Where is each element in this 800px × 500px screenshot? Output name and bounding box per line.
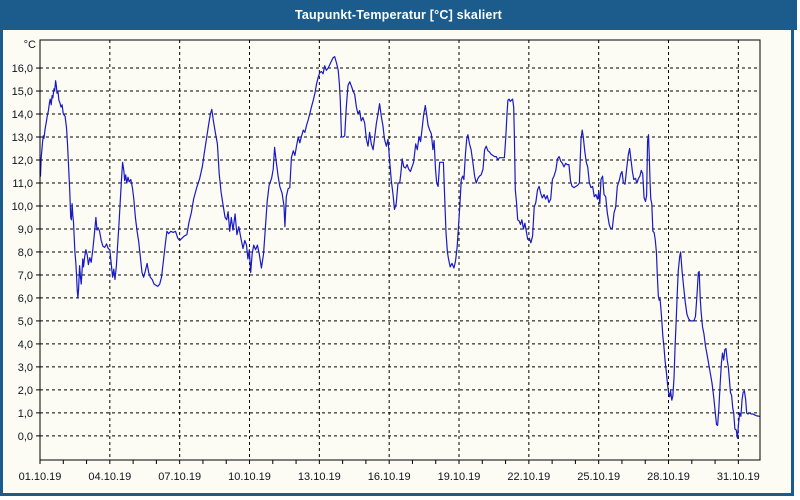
y-tick-label: 16,0 — [12, 63, 33, 75]
y-tick-label: 1,0 — [18, 408, 33, 420]
y-tick-label: 0,0 — [18, 431, 33, 443]
x-tick-label: 07.10.19 — [158, 471, 201, 483]
y-tick-label: 11,0 — [12, 178, 33, 190]
x-tick-label: 01.10.19 — [19, 471, 62, 483]
y-tick-label: 2,0 — [18, 385, 33, 397]
x-tick-label: 31.10.19 — [717, 471, 760, 483]
y-tick-label: 9,0 — [18, 224, 33, 236]
y-tick-label: 10,0 — [12, 201, 33, 213]
x-tick-label: 28.10.19 — [647, 471, 690, 483]
y-tick-label: 3,0 — [18, 362, 33, 374]
y-tick-label: 12,0 — [12, 155, 33, 167]
y-tick-label: 15,0 — [12, 86, 33, 98]
x-tick-label: 13.10.19 — [298, 471, 341, 483]
y-tick-label: 7,0 — [18, 270, 33, 282]
x-tick-label: 04.10.19 — [88, 471, 131, 483]
y-tick-label: 5,0 — [18, 316, 33, 328]
x-tick-label: 19.10.19 — [438, 471, 481, 483]
plot-border — [39, 39, 761, 461]
x-tick-label: 25.10.19 — [577, 471, 620, 483]
y-tick-label: 6,0 — [18, 293, 33, 305]
y-tick-label: 4,0 — [18, 339, 33, 351]
x-tick-label: 16.10.19 — [368, 471, 411, 483]
series-line — [39, 55, 760, 439]
window-title: Taupunkt-Temperatur [°C] skaliert — [295, 8, 502, 22]
y-tick-label: 13,0 — [12, 132, 33, 144]
window-title-bar: Taupunkt-Temperatur [°C] skaliert — [0, 0, 797, 30]
y-axis-unit-label: °C — [24, 39, 36, 51]
y-tick-label: 8,0 — [18, 247, 33, 259]
y-tick-label: 14,0 — [12, 109, 33, 121]
x-tick-label: 22.10.19 — [507, 471, 550, 483]
x-tick-label: 10.10.19 — [228, 471, 271, 483]
